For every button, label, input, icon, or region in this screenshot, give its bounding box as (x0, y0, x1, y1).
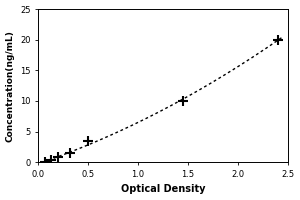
Y-axis label: Concentration(ng/mL): Concentration(ng/mL) (6, 30, 15, 142)
X-axis label: Optical Density: Optical Density (121, 184, 205, 194)
